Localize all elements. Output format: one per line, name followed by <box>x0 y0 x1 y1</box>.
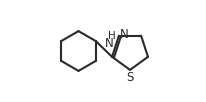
Text: N: N <box>105 37 113 50</box>
Text: H: H <box>108 31 115 41</box>
Text: S: S <box>126 71 133 84</box>
Text: N: N <box>119 28 128 41</box>
